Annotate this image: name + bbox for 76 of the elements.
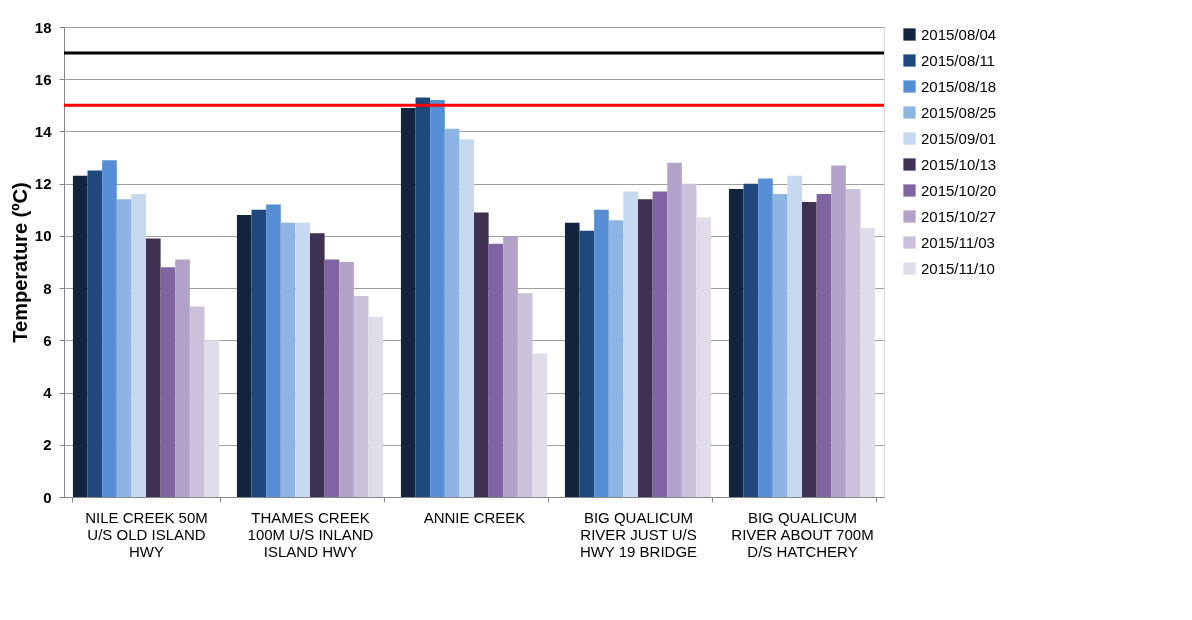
x-tick-label: BIG QUALICUM RIVER ABOUT 700M D/S HATCHERY	[731, 508, 874, 560]
legend-label: 2015/08/04	[921, 25, 997, 43]
bar	[236, 215, 252, 497]
bar	[324, 259, 340, 497]
y-tick-label: 14	[34, 122, 53, 140]
bar	[131, 194, 146, 497]
bar	[474, 212, 489, 497]
bar	[251, 209, 267, 497]
y-tick-label: 0	[43, 488, 52, 506]
bar	[594, 209, 609, 497]
legend-label: 2015/08/11	[921, 51, 995, 69]
legend-label: 2015/11/03	[921, 233, 995, 251]
bar	[623, 191, 638, 497]
bar	[743, 183, 759, 497]
x-tick-label: THAMES CREEK 100M U/S INLAND ISLAND HWY	[247, 508, 374, 560]
legend-label: 2015/11/10	[921, 259, 995, 277]
bar	[728, 188, 744, 497]
y-tick-label: 12	[34, 175, 52, 193]
bar	[459, 139, 474, 497]
bar	[503, 235, 518, 497]
legend-label: 2015/10/20	[921, 181, 997, 199]
bar	[430, 100, 445, 497]
bar	[564, 222, 580, 497]
legend-label: 2015/10/27	[921, 207, 997, 225]
bar	[189, 306, 205, 497]
bar	[608, 220, 624, 497]
bar	[266, 204, 281, 497]
bar	[696, 217, 712, 497]
bar	[102, 160, 117, 497]
bar	[444, 128, 460, 497]
legend-label: 2015/08/25	[921, 103, 997, 121]
y-tick-label: 16	[34, 70, 52, 88]
bar	[175, 259, 190, 497]
bar	[638, 199, 653, 497]
bar	[116, 199, 132, 497]
bar	[758, 178, 773, 497]
bar	[87, 170, 103, 497]
y-tick-label: 4	[43, 384, 53, 402]
bar	[532, 353, 548, 497]
y-tick-label: 2	[43, 436, 52, 454]
x-tick-label: ANNIE CREEK	[423, 508, 526, 526]
bar	[146, 238, 161, 497]
bar	[368, 316, 384, 497]
y-tick-label: 8	[43, 279, 52, 297]
x-tick-label: BIG QUALICUM RIVER JUST U/S HWY 19 BRIDGE	[579, 508, 698, 560]
bar	[488, 243, 504, 497]
legend-label: 2015/10/13	[921, 155, 997, 173]
bar	[860, 228, 876, 497]
bar	[310, 233, 325, 497]
bar	[517, 293, 533, 497]
bar	[816, 194, 832, 497]
y-tick-label: 6	[43, 331, 52, 349]
x-tick-label: NILE CREEK 50M U/S OLD ISLAND HWY	[85, 508, 208, 560]
bar	[667, 162, 682, 497]
bar	[415, 97, 431, 497]
y-tick-label: 18	[34, 18, 52, 36]
bar	[280, 222, 296, 497]
bar	[72, 175, 88, 497]
bar	[772, 194, 788, 497]
legend-label: 2015/09/01	[921, 129, 997, 147]
bar	[160, 267, 176, 497]
bar	[831, 165, 846, 497]
bar	[204, 340, 220, 497]
bar	[845, 188, 861, 497]
bar	[652, 191, 668, 497]
bar	[579, 230, 595, 497]
bar	[802, 201, 817, 497]
bar	[339, 262, 354, 497]
bar	[295, 222, 310, 497]
y-axis-title: Temperature (ºC)	[8, 182, 31, 343]
y-tick-label: 10	[34, 227, 52, 245]
bar	[353, 295, 369, 497]
legend-label: 2015/08/18	[921, 77, 997, 95]
bar	[681, 183, 697, 497]
bar	[787, 175, 802, 497]
bar	[400, 107, 416, 497]
